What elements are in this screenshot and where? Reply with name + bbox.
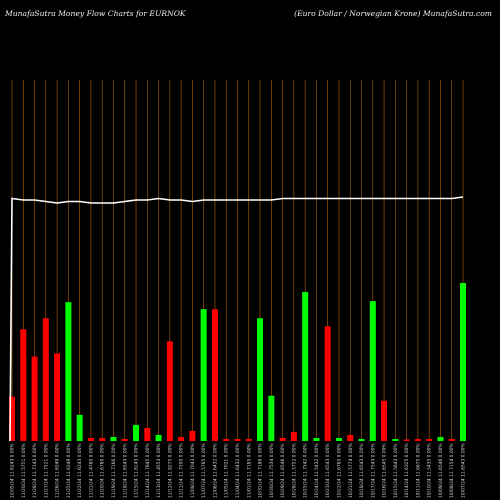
x-tick-label: 11/06/24 11.6432 0.00%: [212, 443, 218, 498]
bar: [211, 309, 218, 441]
x-tick-label: 11/15/24 11.8143 0.00%: [134, 443, 140, 498]
bar: [460, 283, 466, 441]
x-tick-label: 11/14/24 11.7845 0.00%: [145, 443, 151, 498]
x-tick-label: 11/21/24 11.4780 0.00%: [88, 443, 94, 498]
bar: [369, 301, 376, 441]
bar: [155, 434, 162, 441]
bar: [31, 356, 38, 441]
x-tick-label: 11/22/24 11.6243 0.00%: [77, 443, 83, 498]
bar: [324, 326, 331, 441]
x-tick-label: 11/20/24 11.5751 0.00%: [21, 443, 27, 498]
bar: [347, 434, 354, 441]
x-tick-label: 10/10/24 11.5435 0.00%: [427, 443, 433, 498]
bar: [166, 341, 173, 441]
bar: [234, 438, 241, 441]
x-tick-label: 11/28/24 11.7143 0.00%: [32, 443, 38, 498]
chart-title: MunafaSutra Money Flow Charts for EURNOK: [5, 9, 186, 18]
x-tick-label: 11/11/24 11.7200 0.00%: [179, 443, 185, 498]
x-tick-label: 10/16/24 11.6545 0.00%: [382, 443, 388, 498]
x-tick-label: 10/23/24 11.6543 0.00%: [325, 443, 331, 498]
bar: [245, 438, 252, 441]
x-tick-label: 11/20/24 11.6780 0.00%: [100, 443, 106, 498]
x-tick-label: 10/22/24 11.6785 0.00%: [336, 443, 342, 498]
bar: [414, 438, 421, 441]
bar: [76, 414, 83, 441]
x-tick-label: 10/29/24 11.6546 0.00%: [280, 443, 286, 498]
x-tick-label: 10/28/24 11.5752 0.00%: [291, 443, 297, 498]
chart-subtitle: (Euro Dollar / Norwegian Krone) MunafaSu…: [294, 9, 492, 18]
bar: [42, 318, 49, 441]
x-tick-label: 10/25/24 11.7542 0.00%: [303, 443, 309, 498]
bar: [392, 438, 399, 441]
bar: [99, 437, 106, 441]
x-tick-label: 11/13/24 11.4553 0.00%: [156, 443, 162, 498]
bar: [144, 427, 151, 441]
x-tick-label: 11/01/24 11.7185 0.00%: [246, 443, 252, 498]
x-tick-label: 11/19/24 11.7166 0.00%: [111, 443, 117, 498]
bar: [381, 400, 388, 441]
x-tick-label: 10/14/24 11.6325 0.00%: [404, 443, 410, 498]
x-tick-label: 10/09/24 11.6546 0.00%: [438, 443, 444, 498]
x-tick-label: 10/08/24 11.7154 0.00%: [449, 443, 455, 498]
bar: [189, 430, 196, 441]
x-tick-label: 10/24/24 11.5432 0.00%: [314, 443, 320, 498]
x-tick-label: 11/26/24 11.6549 0.00%: [55, 443, 61, 498]
bar: [257, 318, 264, 441]
bar: [223, 438, 230, 441]
bar: [9, 396, 15, 441]
x-tick-label: 11/05/24 11.7021 0.00%: [224, 443, 230, 498]
x-tick-label: 10/31/24 11.7188 0.00%: [258, 443, 264, 498]
bar: [200, 309, 207, 441]
bar: [403, 439, 410, 441]
x-tick-label: 11/18/24 11.6543 0.00%: [122, 443, 128, 498]
bar: [121, 438, 128, 441]
bar: [110, 436, 117, 441]
bar: [290, 431, 297, 441]
x-tick-label: 10/11/24 11.6675 0.00%: [415, 443, 421, 498]
bar: [437, 436, 444, 441]
bar: [65, 302, 72, 441]
x-tick-label: 10/15/24 11.5643 0.00%: [393, 443, 399, 498]
x-tick-label: 11/04/24 11.6432 0.00%: [235, 443, 241, 498]
bar: [426, 438, 433, 441]
x-tick-label: 11/07/24 11.5785 0.00%: [201, 443, 207, 498]
x-tick-label: 10/17/24 11.7543 0.00%: [370, 443, 376, 498]
bar: [87, 437, 94, 441]
series-line: [9, 196, 464, 442]
bar: [54, 353, 61, 441]
x-tick-label: 11/12/24 11.8275 0.00%: [167, 443, 173, 498]
bar: [448, 438, 455, 441]
x-tick-label: 10/18/24 11.6543 0.00%: [359, 443, 365, 498]
bar: [133, 424, 140, 441]
x-tick-label: 10/30/24 11.7534 0.00%: [269, 443, 275, 498]
bar: [335, 437, 342, 441]
bar: [279, 437, 286, 441]
x-tick-label: 12/05/24 11.6243 0.00%: [10, 443, 16, 498]
bar: [178, 436, 185, 441]
x-tick-label: 10/07/24 11.6543 0.00%: [461, 443, 467, 498]
x-tick-label: 10/21/24 11.5774 0.00%: [348, 443, 354, 498]
bar: [268, 395, 275, 441]
bar: [358, 438, 365, 441]
x-tick-label: 11/27/24 11.7521 0.00%: [43, 443, 49, 498]
bar: [313, 437, 320, 441]
x-tick-label: 11/08/24 11.7043 0.00%: [190, 443, 196, 498]
bar: [302, 292, 309, 441]
bar: [20, 329, 27, 441]
x-tick-label: 11/25/24 11.6249 0.00%: [66, 443, 72, 498]
